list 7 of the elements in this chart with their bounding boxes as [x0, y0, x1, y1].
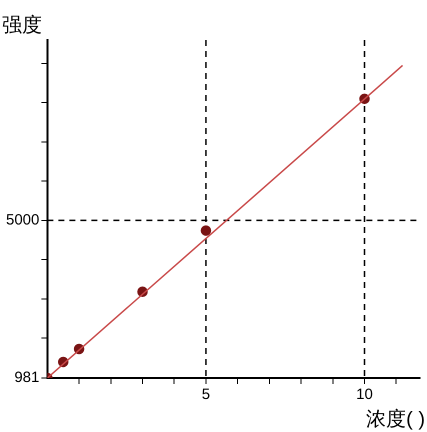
point: [200, 225, 212, 236]
y-tick-label: 981: [14, 369, 40, 386]
y-tick-label: 5000: [6, 212, 40, 229]
y-axis-title: 强度: [2, 14, 42, 37]
x-tick-label: 10: [356, 386, 373, 404]
x-tick-label: 5: [202, 386, 210, 404]
x-axis-title: 浓度( ): [366, 408, 425, 431]
